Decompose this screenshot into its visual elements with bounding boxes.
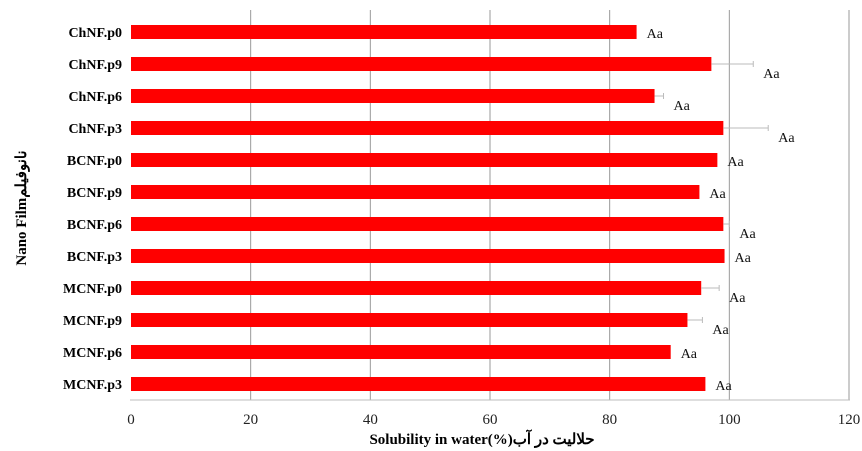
x-axis-title: Solubility in water(%)حلالیت در آب xyxy=(369,429,594,448)
y-tick-label: MCNF.p3 xyxy=(63,378,122,393)
y-tick-label: ChNF.p0 xyxy=(68,26,122,41)
x-tick-label: 20 xyxy=(243,412,258,428)
data-label: Aa xyxy=(727,155,744,170)
data-labels: Aa Aa Aa Aa Aa Aa Aa Aa Aa Aa Aa Aa xyxy=(647,27,796,394)
grid-lines xyxy=(250,10,850,400)
bar xyxy=(131,249,725,263)
y-tick-labels: ChNF.p0 ChNF.p9 ChNF.p6 ChNF.p3 BCNF.p0 BCNF.… xyxy=(63,26,122,393)
data-label: Aa xyxy=(715,379,732,394)
bar xyxy=(131,345,671,359)
x-tick-label: 60 xyxy=(483,412,498,428)
data-label: Aa xyxy=(729,291,746,306)
y-tick-label: BCNF.p6 xyxy=(67,218,122,233)
data-label: Aa xyxy=(647,27,664,42)
bar xyxy=(131,377,706,391)
y-tick-label: ChNF.p6 xyxy=(68,90,122,105)
y-tick-label: MCNF.p6 xyxy=(63,346,122,361)
data-label: Aa xyxy=(674,99,691,114)
y-tick-label: MCNF.p9 xyxy=(63,314,122,329)
x-tick-label: 120 xyxy=(838,412,861,428)
bar xyxy=(131,121,724,135)
data-label: Aa xyxy=(681,347,698,362)
bar xyxy=(131,281,702,295)
y-tick-label: BCNF.p9 xyxy=(67,186,122,201)
x-tick-labels: 0 20 40 60 80 100 120 xyxy=(127,412,860,428)
bar xyxy=(131,313,688,327)
y-axis-title: Nano Filmنانوفیلم xyxy=(14,150,30,265)
y-tick-label: BCNF.p3 xyxy=(67,250,122,265)
data-label: Aa xyxy=(778,131,795,146)
x-tick-label: 80 xyxy=(602,412,617,428)
y-tick-label: BCNF.p0 xyxy=(67,154,122,169)
bar xyxy=(131,217,724,231)
y-tick-label: MCNF.p0 xyxy=(63,282,122,297)
bar xyxy=(131,153,718,167)
bar xyxy=(131,185,700,199)
error-bars xyxy=(654,61,769,323)
data-label: Aa xyxy=(763,67,780,82)
bar xyxy=(131,89,655,103)
bar xyxy=(131,25,637,39)
y-tick-label: ChNF.p9 xyxy=(68,58,122,73)
x-tick-label: 0 xyxy=(127,412,135,428)
data-label: Aa xyxy=(739,227,756,242)
x-tick-label: 40 xyxy=(363,412,378,428)
data-label: Aa xyxy=(735,251,752,266)
bars xyxy=(131,25,725,391)
y-tick-label: ChNF.p3 xyxy=(68,122,122,137)
data-label: Aa xyxy=(712,323,729,338)
x-tick-label: 100 xyxy=(718,412,741,428)
data-label: Aa xyxy=(709,187,726,202)
bar xyxy=(131,57,712,71)
